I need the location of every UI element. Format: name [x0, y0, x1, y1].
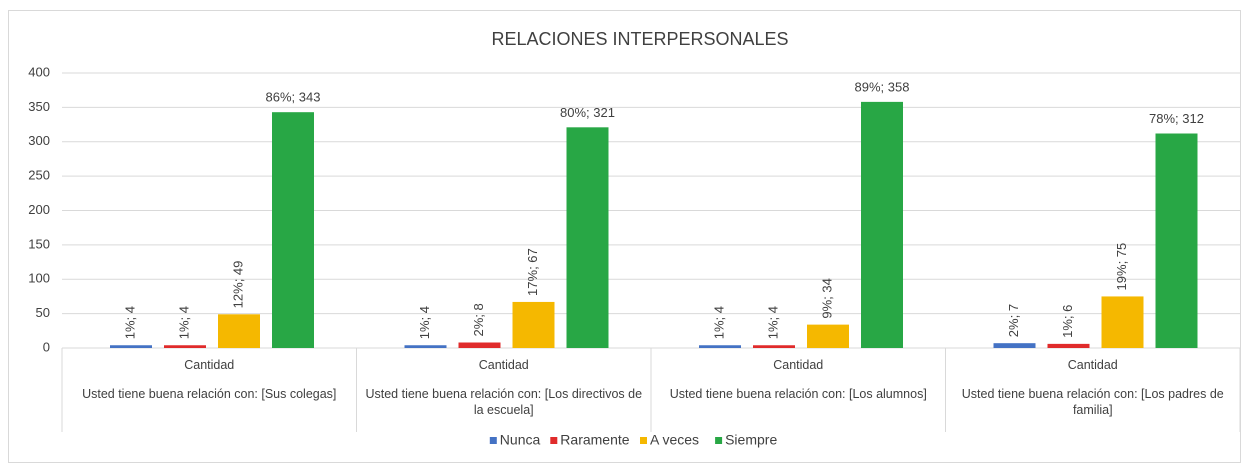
category-label: Usted tiene buena relación con: [Los alu…: [669, 387, 927, 401]
legend-swatch: [715, 437, 723, 444]
bar: [993, 343, 1036, 348]
bar: [272, 112, 314, 348]
data-label: 2%; 8: [471, 303, 486, 336]
data-label: 17%; 67: [525, 248, 540, 296]
data-label: 1%; 6: [1060, 305, 1075, 338]
data-label: 1%; 4: [711, 306, 726, 339]
chart-border: [8, 10, 1241, 463]
data-label: 86%; 343: [266, 90, 321, 105]
legend-swatch: [550, 437, 558, 444]
bar: [1101, 296, 1144, 348]
bar: [512, 301, 555, 348]
data-label: 12%; 49: [230, 261, 245, 309]
y-tick-label: 350: [28, 99, 50, 114]
y-tick-label: 200: [28, 202, 50, 217]
category-label: Usted tiene buena relación con: [Sus col…: [82, 387, 337, 401]
legend-swatch: [489, 437, 497, 444]
data-label: 1%; 4: [765, 306, 780, 339]
chart-title: RELACIONES INTERPERSONALES: [491, 29, 788, 49]
legend-label: A veces: [650, 432, 699, 448]
bar: [861, 101, 903, 348]
bar: [699, 345, 741, 348]
legend-label: Siempre: [725, 432, 777, 448]
subcategory-label: Cantidad: [478, 358, 529, 372]
data-label: 78%; 312: [1149, 111, 1204, 126]
bar: [164, 345, 206, 348]
legend-swatch: [640, 437, 647, 444]
y-tick-label: 100: [28, 271, 50, 286]
y-tick-label: 400: [28, 64, 50, 79]
bar: [1047, 343, 1090, 348]
data-label: 1%; 4: [176, 306, 191, 339]
data-label: 1%; 4: [122, 306, 137, 339]
data-label: 1%; 4: [417, 306, 432, 339]
bar: [566, 127, 609, 348]
data-label: 80%; 321: [560, 105, 615, 120]
bar: [404, 345, 447, 348]
bar: [110, 345, 152, 348]
bar: [218, 314, 260, 348]
y-tick-label: 0: [43, 339, 50, 354]
bar: [753, 345, 795, 348]
y-tick-label: 50: [36, 305, 50, 320]
bar: [807, 324, 849, 348]
subcategory-label: Cantidad: [773, 358, 824, 372]
subcategory-label: Cantidad: [1067, 358, 1118, 372]
data-label: 19%; 75: [1114, 243, 1129, 291]
y-tick-label: 250: [28, 168, 50, 183]
y-tick-label: 300: [28, 133, 50, 148]
category-label: Usted tiene buena relación con: [Los pad…: [961, 387, 1224, 417]
legend-label: Nunca: [500, 432, 541, 448]
data-label: 89%; 358: [855, 79, 910, 94]
subcategory-label: Cantidad: [184, 358, 235, 372]
y-tick-label: 150: [28, 236, 50, 251]
bar: [1155, 133, 1198, 348]
bar: [458, 342, 501, 348]
data-label: 9%; 34: [819, 278, 834, 318]
category-label: Usted tiene buena relación con: [Los dir…: [365, 387, 643, 417]
legend-label: Raramente: [560, 432, 629, 448]
data-label: 2%; 7: [1006, 304, 1021, 337]
